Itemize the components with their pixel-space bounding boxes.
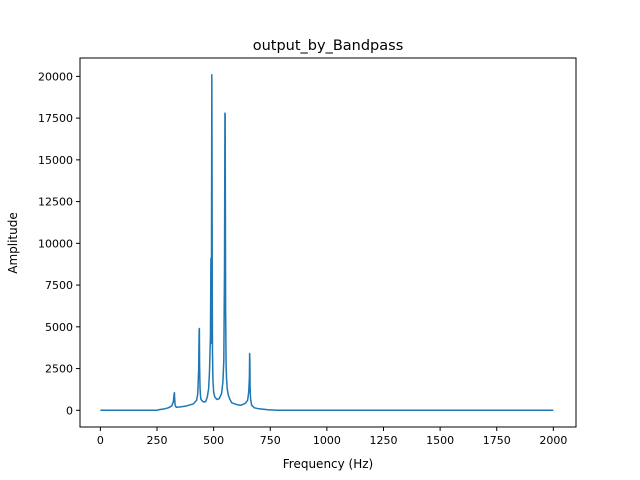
series-group (100, 73, 554, 412)
x-tick-label: 750 (260, 434, 281, 447)
x-tick-label: 1750 (483, 434, 511, 447)
y-tick-label: 2500 (45, 363, 73, 376)
y-tick-label: 12500 (38, 196, 73, 209)
x-tick-label: 1000 (313, 434, 341, 447)
y-tick-label: 5000 (45, 321, 73, 334)
x-tick-label: 500 (203, 434, 224, 447)
x-axis-label: Frequency (Hz) (283, 457, 374, 471)
axes-frame (79, 57, 577, 428)
x-axis: 0 250 500 750 1000 1250 1500 1750 2000 (97, 427, 567, 447)
y-tick-label: 20000 (38, 70, 73, 83)
y-axis: 0 2500 5000 7500 10000 12500 15000 17500 20000 (38, 70, 80, 417)
series-line (100, 73, 554, 412)
y-tick-label: 15000 (38, 154, 73, 167)
y-axis-label: Amplitude (6, 212, 20, 274)
x-tick-label: 2000 (539, 434, 567, 447)
y-tick-label: 7500 (45, 279, 73, 292)
chart-title: output_by_Bandpass (253, 38, 404, 54)
y-tick-label: 10000 (38, 237, 73, 250)
plot-area (79, 57, 577, 428)
x-tick-label: 0 (97, 434, 104, 447)
x-tick-label: 1250 (369, 434, 397, 447)
x-tick-label: 1500 (426, 434, 454, 447)
y-tick-label: 17500 (38, 112, 73, 125)
y-tick-label: 0 (66, 404, 73, 417)
x-tick-label: 250 (147, 434, 168, 447)
